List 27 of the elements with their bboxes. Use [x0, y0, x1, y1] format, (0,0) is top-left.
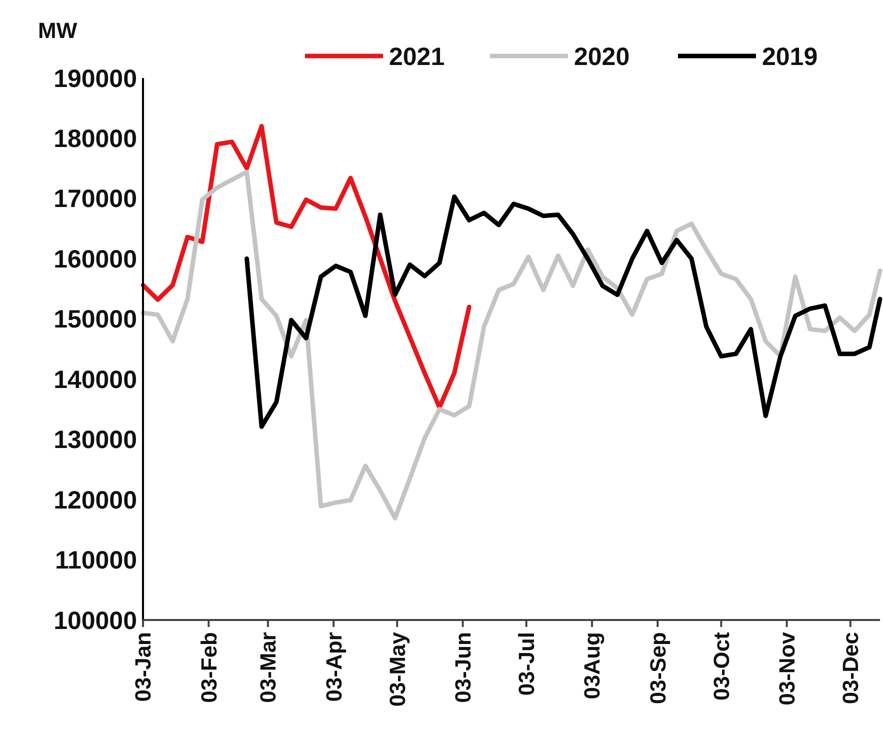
y-tick-label: 140000 — [54, 366, 137, 394]
x-tick-label: 03-Sep — [645, 632, 670, 704]
legend-label: 2021 — [389, 42, 445, 71]
y-tick-label: 100000 — [54, 606, 137, 635]
legend-label: 2020 — [574, 42, 630, 71]
x-tick-label: 03-Oct — [708, 631, 734, 700]
x-tick-label: 03-Dec — [838, 632, 864, 704]
y-tick-label: 180000 — [54, 124, 137, 153]
y-tick-label: 160000 — [54, 245, 137, 274]
legend-label: 2019 — [762, 42, 818, 71]
x-tick-label: 03-Jul — [514, 632, 540, 696]
y-tick-label: 110000 — [54, 546, 137, 575]
x-tick-label: 03-Nov — [774, 631, 800, 706]
y-tick-label: 170000 — [54, 185, 137, 214]
x-tick-label: 03-May — [384, 631, 410, 707]
y-tick-label: 190000 — [54, 64, 137, 93]
x-tick-label: 03Aug — [580, 632, 605, 700]
line-series — [140, 124, 472, 410]
x-tick-label: 03-Apr — [321, 632, 346, 702]
y-tick-label: 150000 — [54, 306, 137, 334]
x-tick-label: 03-Mar — [256, 632, 281, 703]
x-tick-label: 03-Feb — [196, 632, 222, 703]
y-tick-label: 120000 — [54, 486, 137, 514]
y-axis-title: MW — [38, 18, 78, 43]
y-tick-label: 130000 — [54, 426, 137, 454]
x-tick-label: 03-Jun — [450, 632, 476, 703]
x-tick-label: 03-Jan — [130, 632, 156, 702]
